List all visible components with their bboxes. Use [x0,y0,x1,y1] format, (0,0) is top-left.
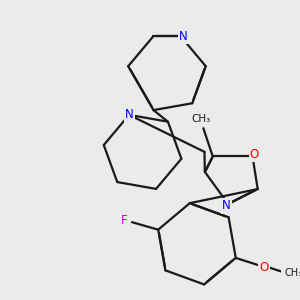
Text: F: F [121,214,128,227]
Text: N: N [125,108,134,122]
Text: N: N [179,30,188,43]
Text: O: O [250,148,259,161]
Text: CH₃: CH₃ [191,114,210,124]
Text: CH₃: CH₃ [285,268,300,278]
Text: O: O [259,261,268,274]
Text: N: N [222,200,231,212]
